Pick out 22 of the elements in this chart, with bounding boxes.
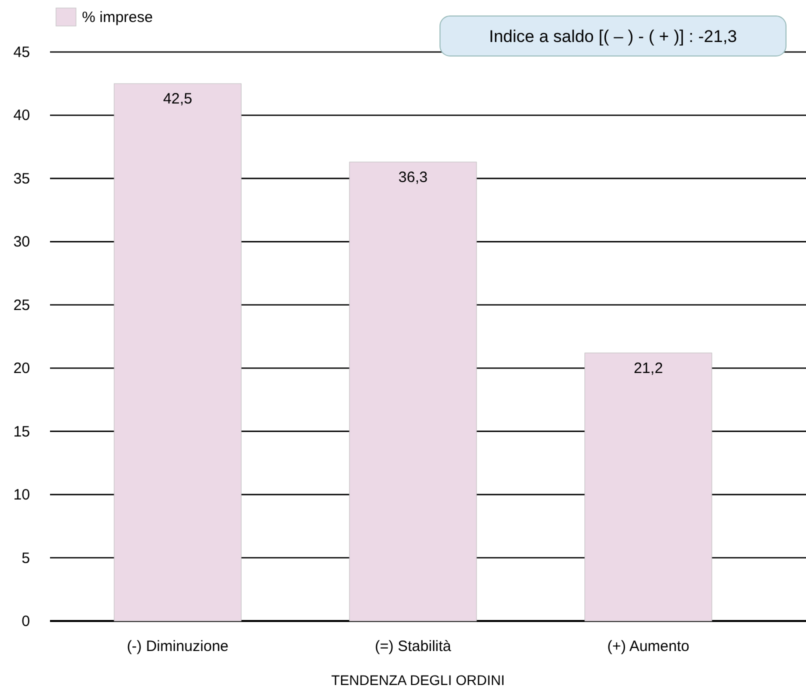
y-tick-label: 45 xyxy=(13,44,30,61)
x-tick-label: (-) Diminuzione xyxy=(126,638,229,655)
y-tick-label: 15 xyxy=(13,423,30,440)
bar xyxy=(349,162,477,622)
bar xyxy=(584,352,712,622)
text: Indice a saldo [( – ) - ( + )] : -21,3 xyxy=(488,27,738,46)
legend-label: % imprese xyxy=(82,9,153,26)
y-tick-label: 25 xyxy=(13,296,30,314)
y-tick-label: 0 xyxy=(22,613,30,630)
x-tick-label: (+) Aumento xyxy=(607,638,690,655)
data-label: 36,3 xyxy=(398,169,428,186)
x-tick-label: (=) Stabilità xyxy=(374,638,452,655)
y-tick-label: 35 xyxy=(13,170,30,188)
y-tick-label: 40 xyxy=(13,107,30,124)
y-tick-label: 20 xyxy=(13,360,30,378)
x-axis-title: TENDENZA DEGLI ORDINI xyxy=(331,672,505,688)
y-tick-label: 10 xyxy=(13,486,30,504)
bar xyxy=(114,83,242,622)
data-label: 42,5 xyxy=(163,90,192,108)
y-tick-label: 5 xyxy=(22,550,30,567)
data-label: 21,2 xyxy=(634,360,663,377)
y-tick-label: 30 xyxy=(13,234,30,251)
